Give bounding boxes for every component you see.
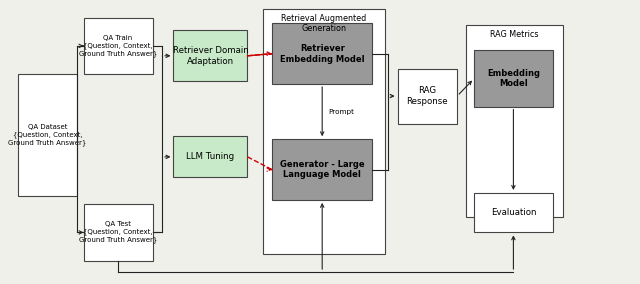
FancyBboxPatch shape <box>18 74 77 196</box>
FancyBboxPatch shape <box>173 136 248 177</box>
Text: Retriever Domain
Adaptation: Retriever Domain Adaptation <box>173 46 248 66</box>
Text: Embedding
Model: Embedding Model <box>487 68 540 88</box>
Text: LLM Tuning: LLM Tuning <box>186 152 234 161</box>
Text: RAG
Response: RAG Response <box>406 86 448 106</box>
Text: Prompt: Prompt <box>328 108 355 115</box>
FancyBboxPatch shape <box>84 204 153 261</box>
Text: Retrieval Augmented
Generation: Retrieval Augmented Generation <box>281 14 366 34</box>
FancyBboxPatch shape <box>84 18 153 74</box>
Text: Generator - Large
Language Model: Generator - Large Language Model <box>280 160 365 179</box>
Text: Retriever
Embedding Model: Retriever Embedding Model <box>280 44 365 64</box>
FancyBboxPatch shape <box>466 25 563 217</box>
FancyBboxPatch shape <box>397 68 457 124</box>
Text: QA Dataset
{Question, Context,
Ground Truth Answer}: QA Dataset {Question, Context, Ground Tr… <box>8 124 86 146</box>
FancyBboxPatch shape <box>272 139 372 200</box>
FancyBboxPatch shape <box>272 23 372 84</box>
FancyBboxPatch shape <box>474 50 553 107</box>
Text: QA Train
{Question, Context,
Ground Truth Answer}: QA Train {Question, Context, Ground Trut… <box>79 35 157 57</box>
Text: RAG Metrics: RAG Metrics <box>490 30 539 39</box>
FancyBboxPatch shape <box>474 193 553 232</box>
FancyBboxPatch shape <box>262 9 385 254</box>
Text: QA Test
{Question, Context,
Ground Truth Answer}: QA Test {Question, Context, Ground Truth… <box>79 222 157 243</box>
FancyBboxPatch shape <box>173 30 248 81</box>
Text: Evaluation: Evaluation <box>491 208 536 217</box>
